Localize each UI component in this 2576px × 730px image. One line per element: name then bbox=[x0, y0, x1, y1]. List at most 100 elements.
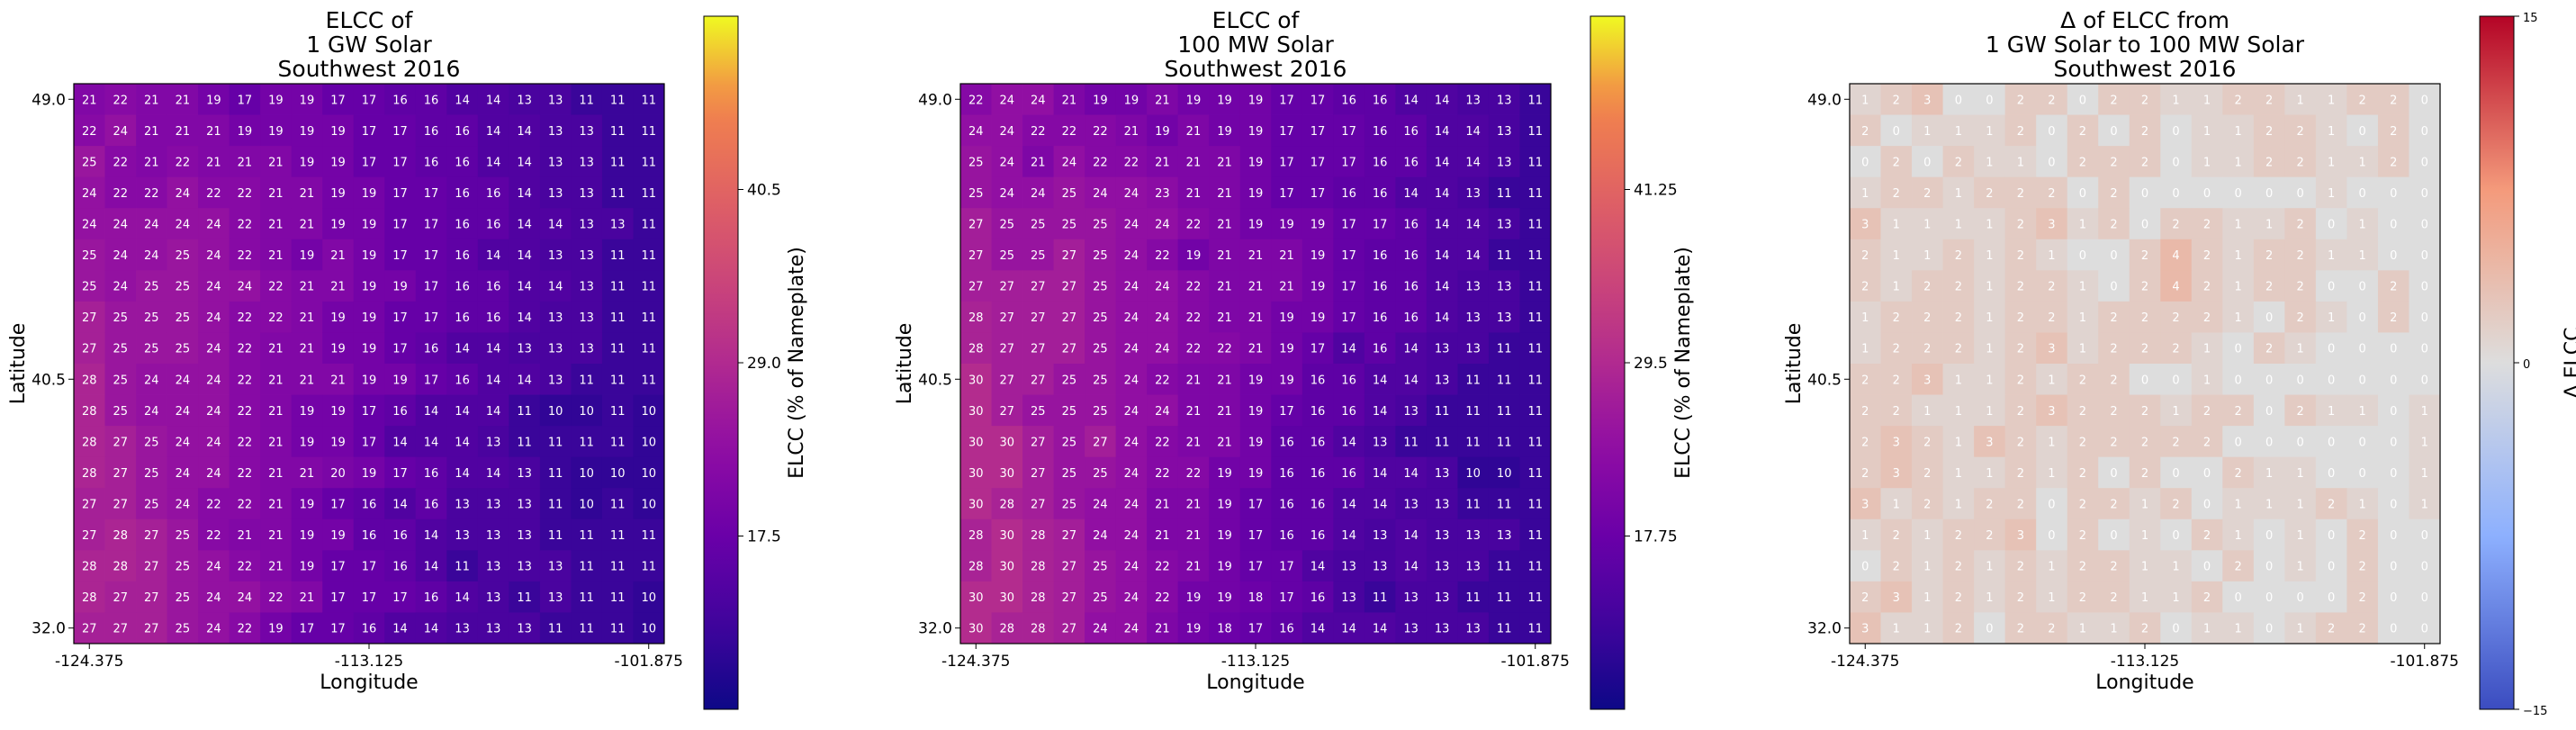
cell-label: 14 bbox=[1435, 156, 1450, 169]
cell-label: 0 bbox=[2234, 343, 2241, 356]
cell-label: 25 bbox=[176, 311, 191, 325]
heatmap-cell bbox=[1239, 426, 1272, 458]
cell-label: 1 bbox=[1986, 591, 1993, 605]
heatmap-cell bbox=[2409, 176, 2441, 209]
heatmap-cell bbox=[2346, 612, 2379, 644]
heatmap-cell bbox=[2222, 612, 2255, 644]
heatmap-cell bbox=[1974, 270, 2006, 302]
cell-label: 1 bbox=[2421, 467, 2428, 481]
heatmap-cell bbox=[260, 456, 293, 489]
cell-label: 14 bbox=[1403, 94, 1419, 107]
heatmap-cell bbox=[2377, 394, 2409, 427]
heatmap-cell bbox=[1147, 550, 1179, 582]
heatmap-cell bbox=[167, 612, 199, 644]
cell-label: 1 bbox=[2265, 499, 2273, 512]
heatmap-cell bbox=[74, 208, 105, 240]
cell-label: 14 bbox=[392, 436, 408, 449]
cell-label: 0 bbox=[2328, 467, 2335, 481]
heatmap-cell bbox=[1302, 550, 1334, 582]
cell-label: 2 bbox=[2172, 311, 2179, 325]
heatmap-cell bbox=[384, 426, 417, 458]
heatmap-cell bbox=[2315, 394, 2347, 427]
x-axis-label: Longitude bbox=[2095, 671, 2193, 694]
heatmap-cell bbox=[353, 114, 385, 147]
heatmap-cell bbox=[446, 394, 479, 427]
heatmap-cell bbox=[1333, 146, 1365, 178]
heatmap-cell bbox=[1395, 301, 1428, 333]
heatmap-cell bbox=[446, 146, 479, 178]
x-tick-label: -113.125 bbox=[1221, 653, 1290, 671]
cell-label: 1 bbox=[1955, 374, 1962, 387]
heatmap-cell bbox=[415, 270, 447, 302]
heatmap-cell bbox=[1022, 208, 1054, 240]
heatmap-cell bbox=[136, 518, 167, 551]
cell-label: 28 bbox=[113, 561, 129, 574]
cell-label: 1 bbox=[2296, 623, 2303, 636]
cell-label: 14 bbox=[486, 374, 501, 387]
cell-label: 2 bbox=[2265, 156, 2273, 169]
heatmap-cell bbox=[1209, 456, 1241, 489]
cell-label: 13 bbox=[1465, 623, 1481, 636]
heatmap-cell bbox=[1053, 612, 1085, 644]
heatmap-cell bbox=[539, 146, 572, 178]
heatmap-cell bbox=[601, 518, 634, 551]
heatmap-cell bbox=[1209, 518, 1241, 551]
heatmap-cell bbox=[2284, 456, 2317, 489]
heatmap-cell bbox=[1177, 394, 1210, 427]
cell-label: 16 bbox=[455, 311, 470, 325]
heatmap-cell bbox=[1147, 332, 1179, 365]
cell-label: 24 bbox=[1093, 187, 1108, 201]
cell-label: 2 bbox=[1861, 405, 1869, 419]
heatmap-cell bbox=[571, 84, 603, 115]
cell-label: 11 bbox=[610, 156, 626, 169]
cell-label: 22 bbox=[1155, 436, 1170, 449]
heatmap-cell bbox=[291, 612, 323, 644]
cell-label: 16 bbox=[1341, 187, 1356, 201]
heatmap-cell bbox=[2284, 550, 2317, 582]
cell-label: 25 bbox=[113, 374, 129, 387]
heatmap-cell bbox=[1022, 518, 1054, 551]
cell-label: 11 bbox=[610, 623, 626, 636]
heatmap-cell bbox=[2253, 612, 2285, 644]
cell-label: 14 bbox=[424, 436, 439, 449]
cell-label: 24 bbox=[206, 281, 221, 294]
cell-label: 19 bbox=[330, 405, 346, 419]
x-axis-label: Longitude bbox=[1206, 671, 1304, 694]
cell-label: 17 bbox=[330, 94, 346, 107]
heatmap-cell bbox=[2129, 332, 2161, 365]
heatmap-cell bbox=[1364, 426, 1396, 458]
x-axis-label: Longitude bbox=[320, 671, 418, 694]
heatmap-cell bbox=[2191, 612, 2223, 644]
cell-label: 17 bbox=[1248, 561, 1264, 574]
heatmap-cell bbox=[509, 364, 541, 395]
heatmap-cell bbox=[1457, 581, 1490, 613]
cell-label: 16 bbox=[1311, 374, 1326, 387]
cell-label: 13 bbox=[1465, 529, 1481, 543]
cell-label: 1 bbox=[2234, 249, 2241, 263]
heatmap-cell bbox=[1880, 550, 1913, 582]
heatmap-cell bbox=[1942, 581, 1975, 613]
heatmap-cell bbox=[991, 550, 1023, 582]
heatmap-cell bbox=[104, 176, 137, 209]
cell-label: 3 bbox=[1923, 374, 1931, 387]
cell-label: 16 bbox=[392, 94, 408, 107]
heatmap-cell bbox=[2067, 114, 2099, 147]
cell-label: 1 bbox=[1893, 623, 1900, 636]
cell-label: 24 bbox=[1155, 219, 1170, 232]
heatmap-cell bbox=[1177, 332, 1210, 365]
heatmap-cell bbox=[571, 612, 603, 644]
cell-label: 0 bbox=[2265, 436, 2273, 449]
cell-label: 25 bbox=[144, 499, 159, 512]
cell-label: 1 bbox=[1923, 529, 1931, 543]
cell-label: 28 bbox=[1000, 499, 1015, 512]
heatmap-cell bbox=[291, 426, 323, 458]
cell-label: 22 bbox=[268, 281, 284, 294]
cell-label: 2 bbox=[2296, 125, 2303, 139]
cell-label: 16 bbox=[1311, 467, 1326, 481]
cell-label: 2 bbox=[2296, 281, 2303, 294]
heatmap-cell bbox=[104, 612, 137, 644]
cell-label: 11 bbox=[610, 499, 626, 512]
heatmap-cell bbox=[2222, 581, 2255, 613]
